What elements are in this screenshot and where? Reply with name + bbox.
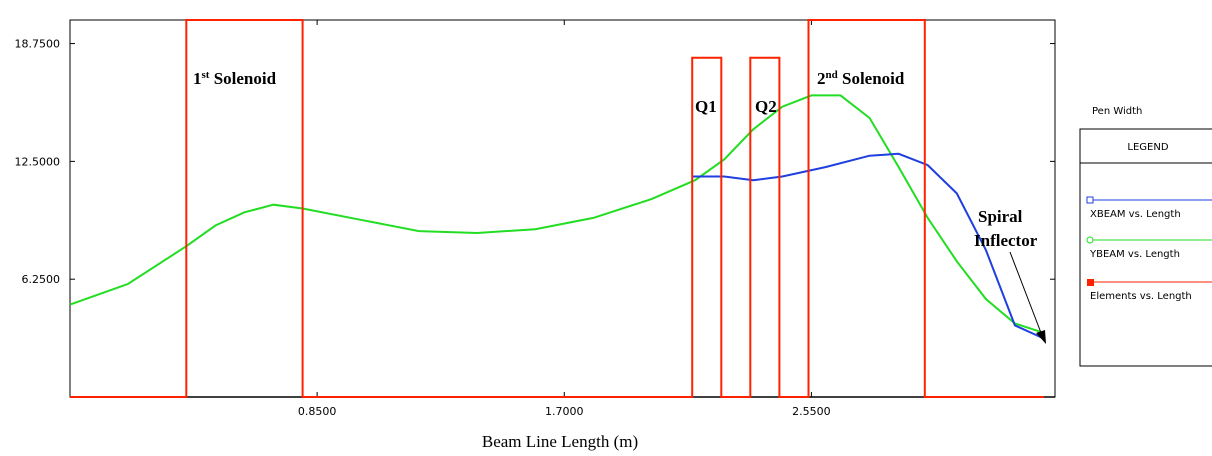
legend-entry-label: XBEAM vs. Length (1090, 209, 1181, 220)
spiral-inflector-arrow (1009, 251, 1044, 339)
y-tick-label: 18.7500 (15, 38, 61, 51)
second-solenoid-label: 2nd Solenoid (817, 69, 905, 88)
y-tick-labels: 6.2500 12.5000 18.7500 (15, 38, 61, 287)
x-tick-label: 2.5500 (792, 405, 831, 418)
elements-line (70, 19, 1044, 398)
y-tick-label: 12.5000 (15, 155, 61, 168)
inflector-label: Inflector (974, 231, 1038, 250)
pen-width-label: Pen Width (1092, 106, 1142, 117)
legend-items: XBEAM vs. Length YBEAM vs. Length Elements… (1086, 196, 1212, 302)
legend-entry-label: Elements vs. Length (1090, 291, 1192, 302)
spiral-label: Spiral (978, 207, 1023, 226)
ybeam-line (69, 94, 1045, 334)
plot-area-frame (69, 19, 1056, 398)
legend-entry-label: YBEAM vs. Length (1089, 249, 1180, 260)
spiral-inflector-arrowhead (1036, 330, 1046, 344)
x-tick-label: 0.8500 (298, 405, 337, 418)
x-axis-label: Beam Line Length (m) (482, 432, 638, 451)
xbeam-line (692, 152, 1045, 340)
x-tick-labels: 0.8500 1.7000 2.5500 (298, 405, 831, 418)
q2-label: Q2 (755, 97, 777, 116)
legend-box (1079, 128, 1212, 367)
q1-label: Q1 (695, 97, 717, 116)
legend-marker-filled-square (1087, 279, 1094, 286)
legend-title: LEGEND (1127, 142, 1168, 153)
legend-marker-circle (1086, 236, 1094, 244)
first-solenoid-label: 1st Solenoid (193, 69, 277, 88)
series-layer (69, 19, 1045, 398)
y-tick-label: 6.2500 (22, 273, 61, 286)
x-tick-label: 1.7000 (545, 405, 584, 418)
legend-marker-square (1086, 196, 1094, 204)
